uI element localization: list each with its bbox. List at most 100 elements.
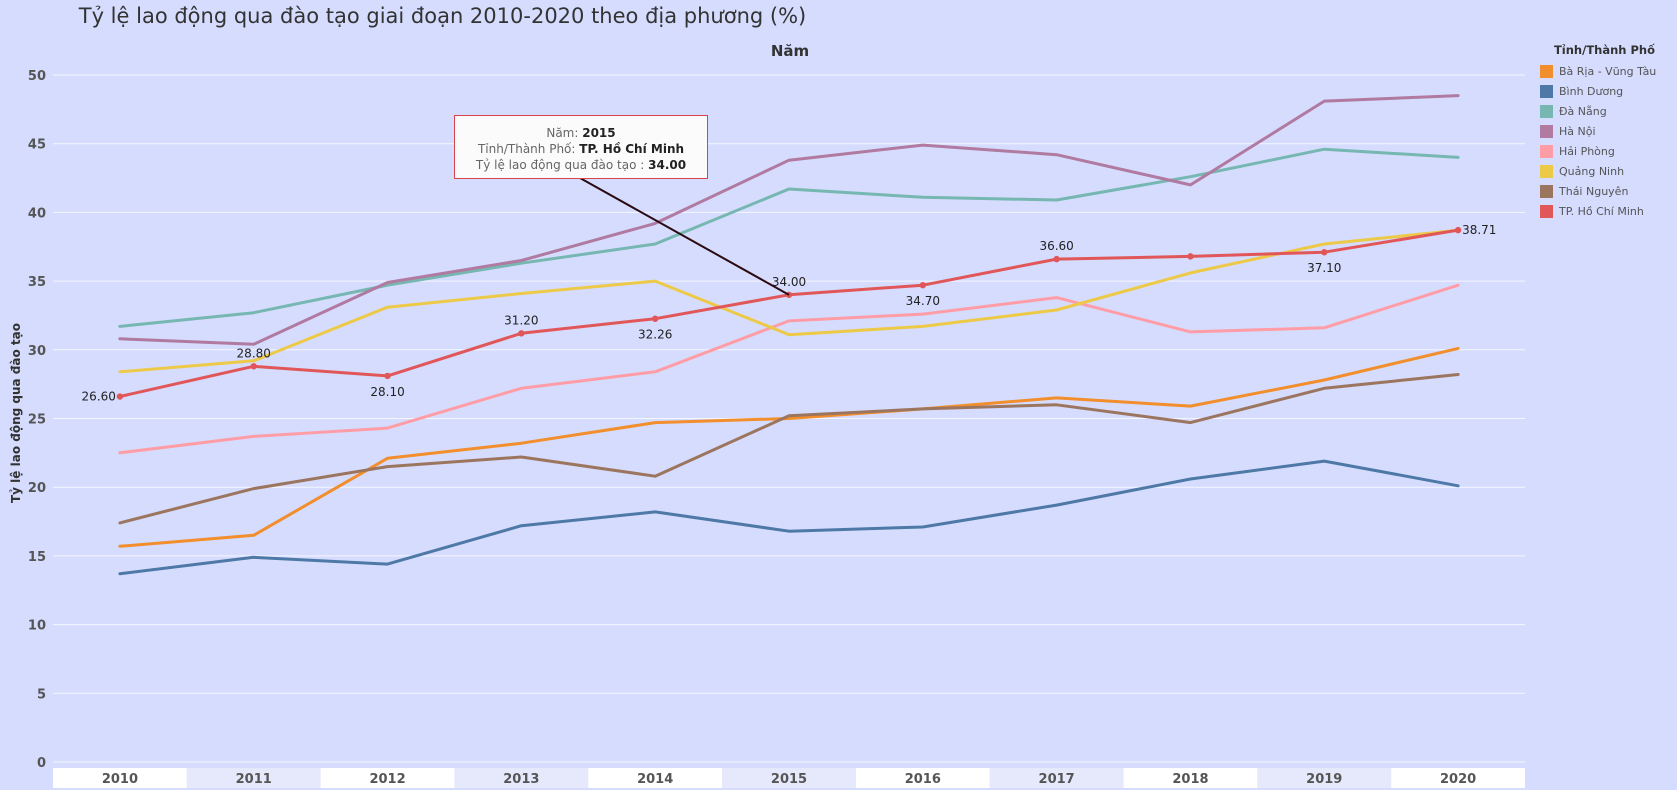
data-point[interactable] — [384, 372, 391, 380]
data-label: 28.80 — [237, 346, 271, 360]
x-tick-label: 2011 — [236, 772, 272, 787]
series-lines — [118, 94, 1460, 576]
x-axis-band — [722, 768, 856, 788]
x-tick-label: 2013 — [503, 772, 539, 787]
y-axis-ticks: 0 5 10 15 20 25 30 35 40 45 50 — [28, 69, 46, 771]
series-line-4[interactable] — [118, 283, 1460, 455]
x-axis-band — [1123, 768, 1258, 788]
legend-swatch — [1540, 164, 1553, 178]
x-tick-label: 2019 — [1306, 772, 1342, 787]
y-tick-label: 30 — [28, 344, 46, 359]
y-tick-label: 0 — [37, 756, 46, 771]
x-axis-band — [53, 768, 187, 788]
data-point[interactable] — [1321, 249, 1328, 256]
legend-label: Quảng Ninh — [1559, 164, 1625, 178]
legend-items: Bà Rịa - Vũng Tàu Bình Dương Đà Nẵng Hà Nội… — [1540, 61, 1677, 221]
x-tick-label: 2012 — [369, 772, 405, 787]
legend-label: Hà Nội — [1559, 124, 1596, 138]
line-chart[interactable]: Năm Tỷ lệ lao động qua đào tạo 051015202… — [0, 0, 1540, 790]
data-labels: 26.60 28.80 28.10 31.20 32.26 34.00 34.70 36.60… — [82, 223, 1497, 403]
series-line-1[interactable] — [118, 459, 1460, 576]
y-tick-label: 40 — [28, 206, 46, 221]
legend-swatch — [1540, 184, 1553, 198]
x-axis-band — [454, 768, 589, 788]
data-point[interactable] — [518, 330, 525, 337]
series-line-0[interactable] — [118, 346, 1460, 548]
tooltip-year-label: Năm: — [546, 126, 579, 140]
y-tick-label: 5 — [37, 687, 46, 702]
y-tick-label: 25 — [28, 413, 46, 428]
y-tick-label: 35 — [28, 275, 46, 290]
legend-label: Bà Rịa - Vũng Tàu — [1559, 64, 1657, 78]
x-axis-band — [1257, 768, 1392, 788]
legend-label: Thái Nguyên — [1559, 184, 1629, 198]
data-label: 34.00 — [772, 275, 806, 289]
tooltip-city-label: Tỉnh/Thành Phố: — [477, 142, 576, 156]
legend-label: Bình Dương — [1559, 84, 1624, 98]
data-point[interactable] — [919, 282, 927, 289]
x-axis-header: Năm — [771, 42, 809, 60]
data-point[interactable] — [1187, 253, 1194, 260]
legend-item[interactable]: Thái Nguyên — [1540, 181, 1677, 201]
x-tick-label: 2015 — [771, 772, 807, 787]
y-tick-label: 50 — [28, 69, 46, 84]
data-point[interactable] — [116, 393, 124, 400]
series-line-2[interactable] — [118, 147, 1460, 328]
legend: Tỉnh/Thành Phố Bà Rịa - Vũng Tàu Bình Dươ… — [1540, 43, 1677, 221]
legend-item[interactable]: Hà Nội — [1540, 121, 1677, 141]
legend-item[interactable]: Đà Nẵng — [1540, 101, 1677, 121]
x-axis-band — [186, 768, 321, 788]
tooltip: Năm: 2015 Tỉnh/Thành Phố: TP. Hồ Chí Min… — [454, 115, 708, 179]
legend-item[interactable]: Hải Phòng — [1540, 141, 1677, 161]
series-line-3[interactable] — [118, 94, 1460, 346]
data-label: 31.20 — [504, 313, 538, 327]
x-tick-label: 2017 — [1039, 772, 1075, 787]
data-point[interactable] — [651, 315, 659, 322]
x-axis-ticks: 2010 2011 2012 2013 2014 2015 2016 2017 2018 2019… — [102, 772, 1476, 787]
legend-swatch — [1540, 64, 1553, 78]
x-axis-band — [855, 768, 990, 788]
y-tick-label: 20 — [28, 481, 46, 496]
chart-title: Tỷ lệ lao động qua đào tạo giai đoạn 201… — [78, 4, 807, 28]
legend-swatch — [1540, 104, 1553, 118]
x-tick-label: 2016 — [905, 772, 941, 787]
data-label: 32.26 — [638, 328, 672, 342]
legend-swatch — [1540, 144, 1553, 158]
data-label: 38.71 — [1462, 223, 1496, 237]
data-point[interactable] — [1454, 226, 1462, 234]
data-label: 34.70 — [906, 294, 940, 308]
x-tick-label: 2018 — [1172, 772, 1208, 787]
data-point[interactable] — [250, 363, 257, 370]
legend-item[interactable]: Bình Dương — [1540, 81, 1677, 101]
legend-label: TP. Hồ Chí Minh — [1559, 204, 1644, 218]
legend-swatch — [1540, 124, 1553, 138]
tooltip-pointer — [579, 177, 790, 296]
legend-label: Đà Nẵng — [1559, 104, 1607, 118]
legend-swatch — [1540, 204, 1553, 218]
legend-swatch — [1540, 84, 1553, 98]
data-label: 26.60 — [82, 390, 116, 404]
x-axis-band — [989, 768, 1124, 788]
data-point[interactable] — [1053, 255, 1060, 263]
x-axis-bands — [53, 768, 1525, 788]
legend-title: Tỉnh/Thành Phố — [1553, 43, 1655, 57]
y-tick-label: 45 — [28, 138, 46, 153]
series-line-5[interactable] — [118, 228, 1460, 374]
x-tick-label: 2010 — [102, 772, 138, 787]
y-tick-label: 15 — [28, 550, 46, 565]
legend-item[interactable]: Quảng Ninh — [1540, 161, 1677, 181]
tooltip-rate-label: Tỷ lệ lao động qua đào tạo : — [475, 158, 645, 172]
tooltip-city-value: TP. Hồ Chí Minh — [579, 142, 685, 156]
legend-item[interactable]: TP. Hồ Chí Minh — [1540, 201, 1677, 221]
x-tick-label: 2014 — [637, 772, 673, 787]
series-line-6[interactable] — [118, 373, 1460, 525]
legend-label: Hải Phòng — [1559, 144, 1615, 158]
data-label: 28.10 — [370, 385, 404, 399]
x-tick-label: 2020 — [1440, 772, 1476, 787]
data-label: 36.60 — [1039, 239, 1073, 253]
x-axis-band — [320, 768, 455, 788]
data-label: 37.10 — [1307, 261, 1341, 275]
tooltip-year-value: 2015 — [582, 126, 616, 140]
legend-item[interactable]: Bà Rịa - Vũng Tàu — [1540, 61, 1677, 81]
x-axis-band — [588, 768, 723, 788]
